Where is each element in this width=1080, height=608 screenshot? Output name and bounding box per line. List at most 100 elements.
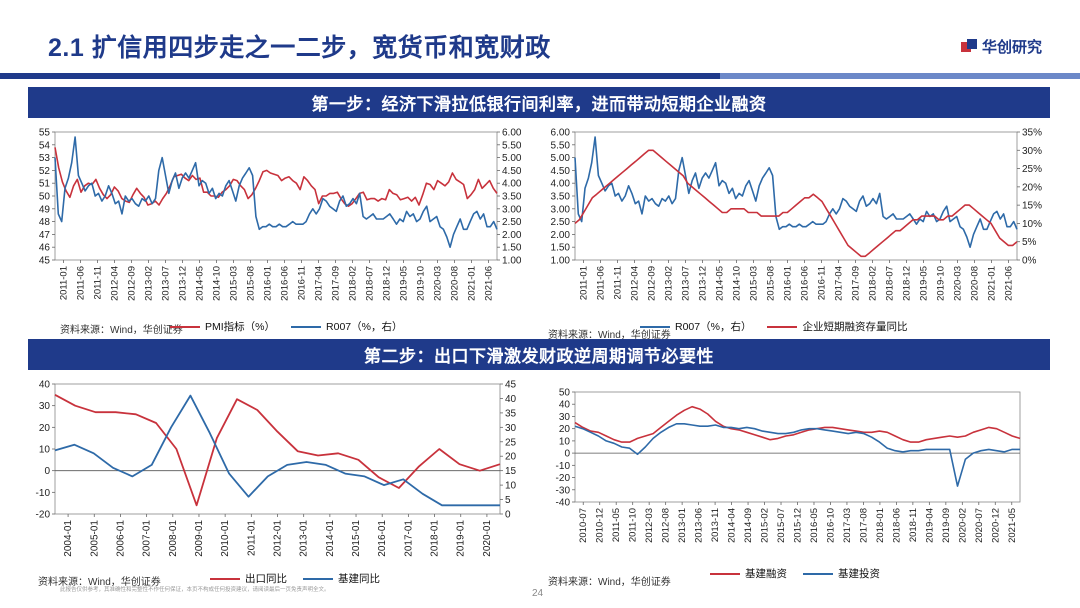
page-number: 24 (532, 588, 544, 599)
y-left-tick-label: 46 (39, 243, 51, 254)
x-tick-label: 2021-01 (987, 266, 998, 301)
y-left-tick-label: 45 (39, 256, 51, 267)
y-left-tick-label: 6.00 (551, 128, 571, 139)
y-right-tick-label: 40 (505, 394, 517, 405)
y-left-tick-label: 50 (39, 192, 51, 203)
x-tick-label: 2014-04 (727, 508, 738, 543)
y-left-tick-label: 47 (39, 230, 51, 241)
series-line (574, 405, 1021, 443)
y-left-tick-label: 20 (559, 424, 571, 435)
source-c4: 资料来源：Wind，华创证券 (548, 577, 671, 588)
x-tick-label: 2012-09 (127, 266, 138, 301)
chart-export-infra: -20 -10 0 10 20 30 40 0 5 10 15 20 25 30 35 40 45 2004-01… (36, 380, 517, 557)
page-title: 2.1 扩信用四步走之一二步，宽货币和宽财政 (48, 34, 551, 62)
x-tick-label: 2020-08 (970, 266, 981, 301)
plot-frame (574, 131, 1018, 261)
x-tick-label: 2018-12 (902, 266, 913, 301)
x-tick-label: 2018-02 (868, 266, 879, 301)
x-tick-label: 2017-01 (403, 520, 414, 557)
y-right-tick-label: 20% (1022, 182, 1042, 193)
x-tick-label: 2013-01 (299, 520, 310, 557)
y-right-tick-label: 30% (1022, 146, 1042, 157)
disclaimer-footnote: 此报告仅供参考，其准确性和完整性不作任何保证，本页不构成任何投资建议，请阅读最后… (60, 587, 330, 593)
y-left-tick-label: -30 (556, 485, 571, 496)
y-left-tick-label: 0 (44, 466, 50, 477)
legend-label: PMI指标（%） (205, 321, 276, 333)
y-left-tick-label: 2.50 (551, 217, 571, 228)
x-tick-label: 2011-06 (596, 266, 607, 300)
y-left-tick-label: 51 (39, 179, 51, 190)
x-tick-label: 2011-05 (611, 508, 622, 542)
x-tick-label: 2008-01 (168, 520, 179, 557)
legend-c1: PMI指标（%） R007（%，右） (170, 319, 412, 334)
y-right-tick-label: 5.50 (502, 140, 522, 151)
y-right-tick-label: 4.50 (502, 166, 522, 177)
x-tick-label: 2019-05 (919, 266, 930, 301)
x-tick-label: 2019-04 (924, 508, 935, 543)
x-tick-label: 2013-11 (710, 508, 721, 542)
x-tick-label: 2020-12 (990, 508, 1001, 543)
x-tick-label: 2011-10 (628, 508, 639, 542)
x-tick-label: 2006-01 (115, 520, 126, 557)
y-right-tick-label: 35 (505, 408, 517, 419)
x-tick-label: 2020-03 (953, 266, 964, 301)
legend-c3: 出口同比 基建同比 (210, 571, 390, 586)
x-tick-label: 2011-11 (93, 266, 104, 299)
series-line (54, 147, 498, 207)
x-tick-label: 2010-07 (578, 508, 589, 543)
x-tick-label: 2016-01 (263, 266, 274, 301)
y-right-tick-label: 1.00 (502, 256, 522, 267)
plot-frame (54, 383, 501, 515)
x-tick-label: 2019-01 (456, 520, 467, 557)
x-tick-label: 2017-03 (842, 508, 853, 543)
y-left-tick-label: 53 (39, 153, 51, 164)
x-tick-label: 2011-01 (579, 266, 590, 300)
y-left-tick-label: 49 (39, 204, 51, 215)
x-tick-label: 2018-07 (365, 266, 376, 301)
x-tick-label: 2005-01 (89, 520, 100, 557)
legend-label: 基建投资 (838, 568, 880, 580)
y-right-tick-label: 2.50 (502, 217, 522, 228)
y-left-tick-label: 48 (39, 217, 51, 228)
x-tick-label: 2016-11 (817, 266, 828, 300)
x-tick-label: 2017-04 (834, 266, 845, 301)
y-left-tick-label: 40 (39, 380, 51, 391)
y-left-tick-label: 5.50 (551, 140, 571, 151)
x-tick-label: 2012-09 (647, 266, 658, 301)
x-tick-label: 2016-06 (800, 266, 811, 301)
y-right-tick-label: 35% (1022, 128, 1042, 139)
x-tick-label: 2016-10 (825, 508, 836, 543)
y-right-tick-label: 15 (505, 466, 517, 477)
y-left-tick-label: 50 (559, 388, 571, 399)
x-tick-label: 2018-11 (908, 508, 919, 542)
x-tick-label: 2013-01 (677, 508, 688, 543)
x-tick-label: 2020-07 (974, 508, 985, 543)
x-tick-label: 2014-09 (743, 508, 754, 543)
series-line (54, 394, 500, 507)
x-tick-label: 2017-08 (858, 508, 869, 543)
x-tick-label: 2014-05 (195, 266, 206, 301)
legend-label: 出口同比 (245, 573, 287, 585)
x-tick-label: 2021-05 (1007, 508, 1018, 543)
x-tick-label: 2020-02 (957, 508, 968, 543)
y-right-tick-label: 0% (1022, 256, 1037, 267)
y-right-tick-label: 10 (505, 481, 517, 492)
x-tick-label: 2009-01 (194, 520, 205, 557)
y-left-tick-label: 20 (39, 423, 51, 434)
x-tick-label: 2010-12 (595, 508, 606, 543)
step2-banner: 第二步：出口下滑激发财政逆周期调节必要性 (28, 339, 1050, 370)
y-left-tick-label: 10 (39, 445, 51, 456)
y-left-tick-label: 4.50 (551, 166, 571, 177)
y-left-tick-label: 10 (559, 436, 571, 447)
x-tick-label: 2007-01 (142, 520, 153, 557)
series-line (574, 423, 1020, 487)
x-tick-label: 2011-06 (76, 266, 87, 300)
x-tick-label: 2018-02 (348, 266, 359, 301)
y-right-tick-label: 0 (505, 510, 511, 521)
logo: 华创研究 (960, 36, 1042, 57)
x-tick-label: 2015-08 (246, 266, 257, 301)
y-right-tick-label: 3.50 (502, 192, 522, 203)
x-tick-label: 2015-07 (776, 508, 787, 543)
legend-label: 企业短期融资存量同比 (802, 321, 908, 333)
